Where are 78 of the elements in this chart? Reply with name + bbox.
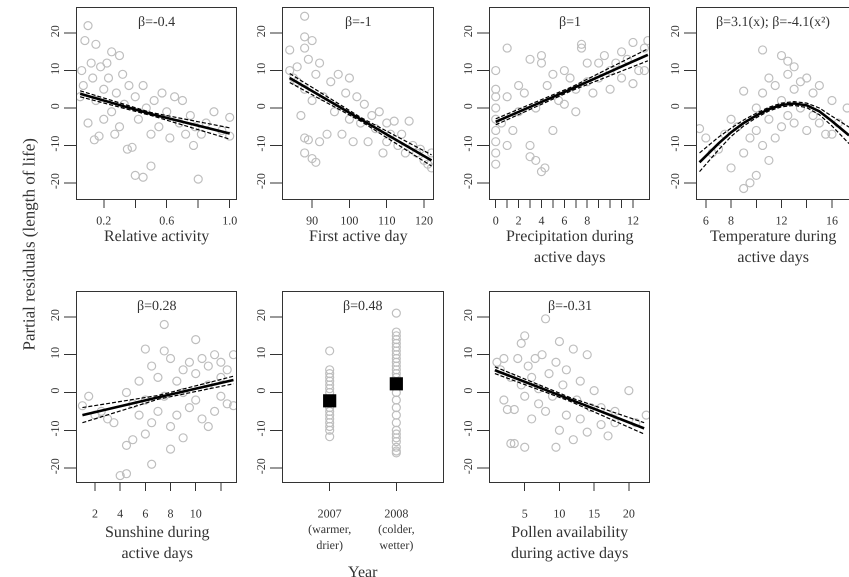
x-tick-label: 1.0 xyxy=(222,214,238,228)
y-tick-label: 10 xyxy=(461,62,476,75)
y-tick-label: 20 xyxy=(254,309,268,322)
x-tick-label: 16 xyxy=(826,214,838,228)
y-tick-label: 20 xyxy=(668,25,682,38)
x-tick-label: 2008 (colder, wetter) xyxy=(378,506,415,552)
y-tick-label: -10 xyxy=(461,136,476,152)
y-tick-label: 20 xyxy=(48,309,62,322)
x-tick-label: 2007 (warmer, drier) xyxy=(308,506,352,552)
x-tick-label: 110 xyxy=(378,214,396,228)
y-tick-label: 0 xyxy=(48,388,62,394)
x-tick-label: 90 xyxy=(306,214,318,228)
annotation: β=1 xyxy=(559,15,582,30)
y-tick-label: 20 xyxy=(461,25,476,38)
y-tick-label: 10 xyxy=(461,346,476,359)
x-tick-label: 0.2 xyxy=(96,214,112,228)
y-tick-label: 10 xyxy=(668,62,682,75)
y-tick-label: -10 xyxy=(48,420,62,436)
annotation: β=0.48 xyxy=(343,299,383,314)
y-tick-label: 10 xyxy=(48,62,62,75)
y-tick-label: 0 xyxy=(461,388,476,394)
x-tick-label: 15 xyxy=(588,506,600,521)
y-tick-label: 20 xyxy=(461,309,476,322)
annotation: β=-0.4 xyxy=(138,15,176,30)
y-tick-label: -20 xyxy=(48,173,62,190)
x-tick-label: 6 xyxy=(561,214,568,228)
x-tick-label: 20 xyxy=(622,506,635,521)
x-axis-title: Precipitation during active days xyxy=(506,228,634,266)
x-axis-title: Relative activity xyxy=(104,228,210,245)
y-tick-label: 0 xyxy=(254,103,268,110)
x-tick-label: 8 xyxy=(584,214,590,228)
y-tick-label: 20 xyxy=(48,25,62,38)
annotation: β=0.28 xyxy=(137,299,177,314)
y-tick-label: 10 xyxy=(254,346,268,359)
y-tick-label: -10 xyxy=(668,136,682,152)
x-tick-label: 6 xyxy=(702,214,709,228)
x-axis-title: First active day xyxy=(309,228,408,245)
x-tick-label: 2 xyxy=(92,506,98,521)
annotation: β=-0.31 xyxy=(548,299,592,314)
y-tick-label: -20 xyxy=(254,458,268,474)
y-tick-label: -20 xyxy=(48,458,62,474)
x-axis-title: Year xyxy=(348,564,378,577)
y-tick-label: 20 xyxy=(254,25,268,38)
x-tick-label: 4 xyxy=(538,214,544,228)
y-tick-label: 0 xyxy=(48,103,62,110)
x-tick-label: 10 xyxy=(190,506,202,521)
y-tick-label: -20 xyxy=(254,173,268,190)
x-tick-label: 0.6 xyxy=(159,214,174,228)
x-tick-label: 8 xyxy=(728,214,734,228)
y-tick-label: 0 xyxy=(461,103,476,110)
y-tick-label: -20 xyxy=(461,173,476,190)
x-tick-label: 120 xyxy=(415,214,434,228)
y-tick-label: -20 xyxy=(461,458,476,474)
y-tick-label: 10 xyxy=(48,346,62,359)
annotation: β=-1 xyxy=(345,15,372,30)
y-tick-label: 0 xyxy=(668,103,682,110)
x-axis-title: Pollen availability during active days xyxy=(511,524,628,562)
x-axis-title: Temperature during active days xyxy=(710,228,836,266)
x-tick-label: 12 xyxy=(626,214,639,228)
y-tick-label: -10 xyxy=(48,136,62,152)
annotation: β=3.1(x); β=-4.1(x²) xyxy=(716,15,830,30)
y-tick-label: 0 xyxy=(254,388,268,394)
y-tick-label: -10 xyxy=(254,420,268,436)
x-tick-label: 5 xyxy=(522,506,528,521)
y-tick-label: -10 xyxy=(461,420,476,436)
x-tick-label: 0 xyxy=(492,214,499,228)
x-tick-label: 6 xyxy=(142,506,148,521)
x-tick-label: 2 xyxy=(516,214,522,228)
y-tick-label: -20 xyxy=(668,173,682,190)
y-tick-label: -10 xyxy=(254,136,268,152)
y-tick-label: 10 xyxy=(254,62,268,75)
x-axis-title: Sunshine during active days xyxy=(105,524,210,562)
x-tick-label: 12 xyxy=(776,214,788,228)
x-tick-label: 100 xyxy=(340,214,358,228)
x-tick-label: 10 xyxy=(553,506,566,521)
x-tick-label: 4 xyxy=(117,506,124,521)
y-axis-title: Partial residuals (length of life) xyxy=(20,138,38,350)
x-tick-label: 8 xyxy=(168,506,174,521)
